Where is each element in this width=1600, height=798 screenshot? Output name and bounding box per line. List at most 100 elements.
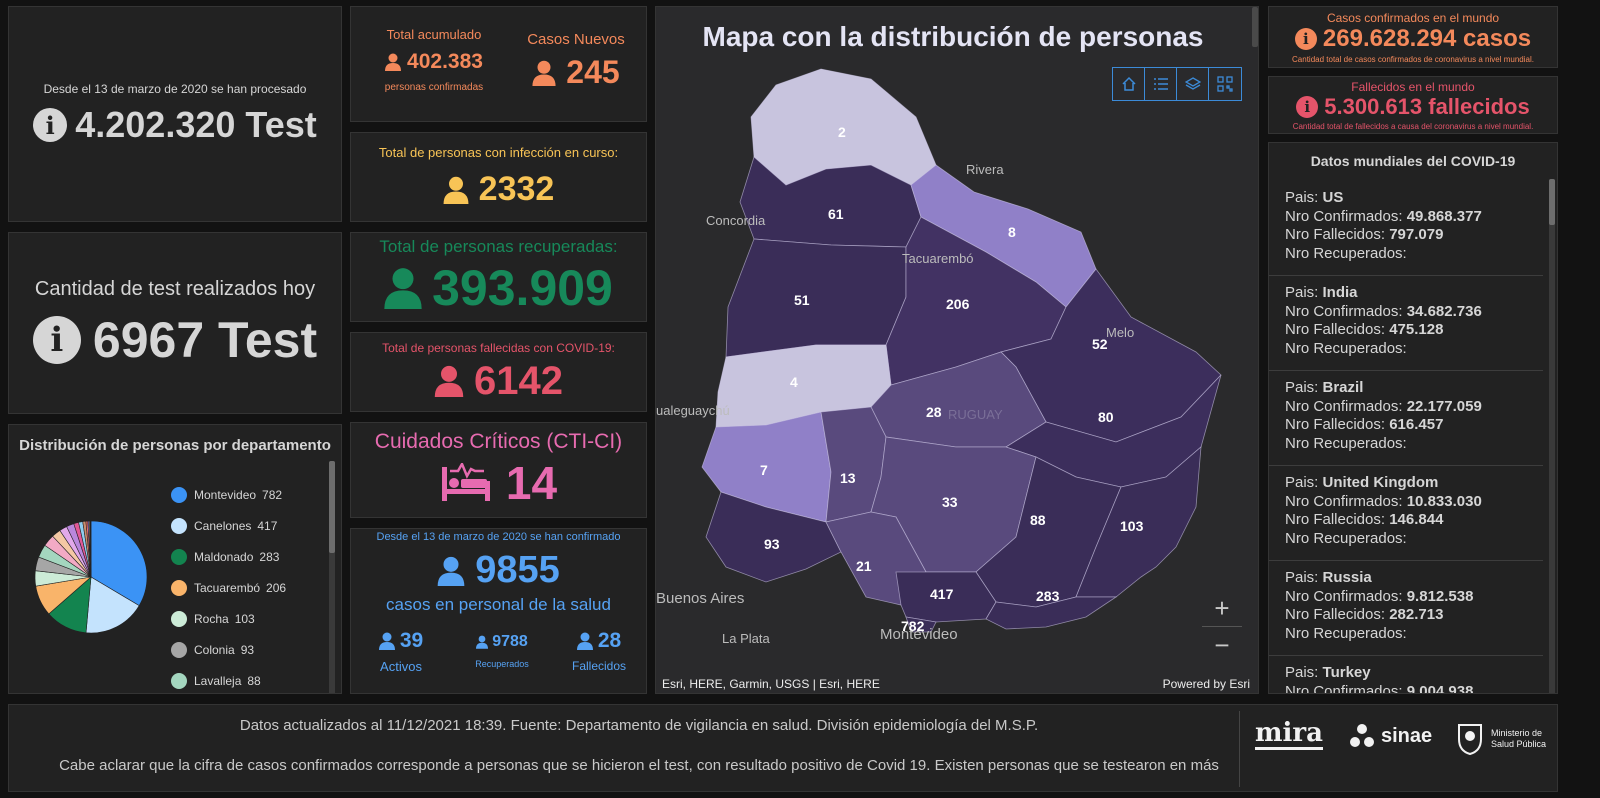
uruguay-map[interactable]: Concordia Rivera Tacuarembó Melo ualegua… (656, 7, 1259, 694)
map-count-canelones: 417 (930, 586, 954, 602)
world-deaths-value: 5.300.613 fallecidos (1324, 93, 1530, 119)
legend-item: Maldonado 283 (171, 541, 321, 572)
legend-name: Lavalleja (194, 673, 242, 688)
pie-slice[interactable] (90, 520, 148, 607)
city-label-concordia: Concordia (706, 213, 766, 228)
footer-disclaimer-text: Cabe aclarar que la cifra de casos confi… (59, 757, 1219, 774)
world-data-title: Datos mundiales del COVID-19 (1310, 153, 1516, 169)
map-count-rivera: 8 (1008, 224, 1016, 240)
world-cases-value: 269.628.294 casos (1322, 24, 1532, 52)
country-item[interactable]: Pais: Brazil Nro Confirmados: 22.177.059 N… (1269, 371, 1543, 466)
info-icon: i (32, 315, 81, 364)
health-staff-active-value: 39 (399, 629, 424, 652)
country-name: Brazil (1322, 379, 1364, 396)
legend-item: Tacuarembó 206 (171, 572, 321, 603)
zoom-in-button[interactable]: + (1202, 591, 1242, 627)
person-icon (378, 632, 395, 650)
qr-icon[interactable] (1209, 68, 1241, 100)
map-count-treinta-y-tres: 80 (1098, 409, 1114, 425)
legend-item: Lavalleja 88 (171, 665, 321, 693)
map-count-salto: 61 (828, 206, 844, 222)
legend-name: Canelones (194, 518, 252, 533)
cumulative-title: Total acumulado (386, 27, 482, 42)
person-icon (532, 60, 556, 86)
map-toolbar (1112, 67, 1242, 101)
critical-title: Cuidados Críticos (CTI-CI) (374, 430, 623, 453)
map-count-rio-negro: 4 (790, 374, 798, 390)
map-count-san-jose: 21 (856, 558, 872, 574)
total-tests-panel: Desde el 13 de marzo de 2020 se han proc… (8, 6, 342, 222)
health-staff-recovered-label: Recuperados (475, 659, 529, 669)
recovered-value: 393.909 (432, 260, 613, 316)
department-legend: Montevideo 782 Canelones 417 Maldonado 283 Tac… (171, 479, 321, 693)
city-label-melo: Melo (1106, 325, 1134, 340)
department-montevideo (905, 616, 937, 633)
country-list-scrollbar[interactable] (1549, 179, 1555, 693)
legend-color-dot (171, 672, 187, 689)
total-tests-value: 4.202.320 Test (75, 104, 317, 145)
legend-color-dot (171, 579, 187, 596)
legend-value: 782 (262, 487, 283, 502)
country-item[interactable]: Pais: US Nro Confirmados: 49.868.377 Nro F… (1269, 181, 1543, 276)
map-count-colonia: 93 (764, 536, 780, 552)
country-list[interactable]: Pais: US Nro Confirmados: 49.868.377 Nro F… (1269, 181, 1543, 693)
country-deaths: 146.844 (1389, 511, 1444, 528)
legend-color-dot (171, 517, 187, 534)
deaths-label: Nro Fallecidos: (1285, 416, 1390, 433)
health-staff-deceased-value: 28 (597, 629, 622, 652)
world-deaths-title: Fallecidos en el mundo (1351, 79, 1475, 94)
info-icon: i (1294, 27, 1317, 50)
person-icon (576, 632, 593, 650)
zoom-out-button[interactable]: − (1214, 629, 1230, 660)
country-list-scroll-thumb[interactable] (1549, 179, 1555, 225)
legend-item: Colonia 93 (171, 634, 321, 665)
deaths-label: Nro Fallecidos: (1285, 511, 1390, 528)
deaths-label: Nro Fallecidos: (1285, 226, 1390, 243)
map-count-durazno: 28 (926, 404, 942, 420)
person-icon (476, 635, 489, 649)
legend-scroll-thumb[interactable] (329, 461, 335, 553)
map-powered-by[interactable]: Powered by Esri (1162, 677, 1250, 691)
legend-value: 88 (247, 673, 261, 688)
country-confirmed: 34.682.736 (1406, 302, 1482, 320)
legend-name: Colonia (194, 642, 235, 657)
country-item[interactable]: Pais: Russia Nro Confirmados: 9.812.538 Nr… (1269, 561, 1543, 656)
country-name: US (1322, 189, 1344, 206)
pie-slice[interactable] (85, 576, 140, 634)
map-count-cerro-largo: 52 (1092, 336, 1108, 352)
critical-care-panel: Cuidados Críticos (CTI-CI) 14 (350, 422, 647, 518)
list-icon[interactable] (1145, 68, 1177, 100)
country-deaths: 475.128 (1389, 321, 1444, 338)
person-icon (443, 176, 469, 204)
map-count-lavalleja: 88 (1030, 512, 1046, 528)
info-icon: i (1296, 95, 1319, 118)
department-pie-chart (34, 520, 148, 634)
layers-icon[interactable] (1177, 68, 1209, 100)
home-icon[interactable] (1113, 68, 1145, 100)
country-label: Pais: (1285, 284, 1323, 301)
country-label: Pais: (1285, 569, 1323, 586)
country-label: Pais: (1285, 474, 1323, 491)
legend-name: Maldonado (194, 549, 254, 564)
country-item[interactable]: Pais: United Kingdom Nro Confirmados: 10.… (1269, 466, 1543, 561)
map-panel[interactable]: Mapa con la distribución de personas (655, 6, 1259, 694)
country-confirmed: 49.868.377 (1406, 207, 1482, 225)
city-label-rivera: Rivera (966, 162, 1004, 177)
map-count-florida: 33 (942, 494, 958, 510)
legend-color-dot (171, 548, 187, 565)
map-title-scrollbar[interactable] (1252, 7, 1258, 47)
confirmed-label: Nro Confirmados: (1285, 302, 1407, 320)
map-count-maldonado: 283 (1036, 588, 1060, 604)
country-deaths: 282.713 (1389, 606, 1444, 623)
map-count-flores: 13 (840, 470, 856, 486)
map-attribution[interactable]: Esri, HERE, Garmin, USGS | Esri, HERE (662, 677, 880, 691)
person-icon (385, 53, 402, 71)
legend-scrollbar[interactable] (329, 461, 335, 693)
department-distribution-title: Distribución de personas por departament… (19, 437, 331, 454)
confirmed-label: Nro Confirmados: (1285, 587, 1407, 605)
critical-value: 14 (505, 457, 558, 509)
legend-value: 206 (266, 580, 287, 595)
city-label-la-plata: La Plata (722, 631, 770, 646)
country-item[interactable]: Pais: India Nro Confirmados: 34.682.736 Nr… (1269, 276, 1543, 371)
